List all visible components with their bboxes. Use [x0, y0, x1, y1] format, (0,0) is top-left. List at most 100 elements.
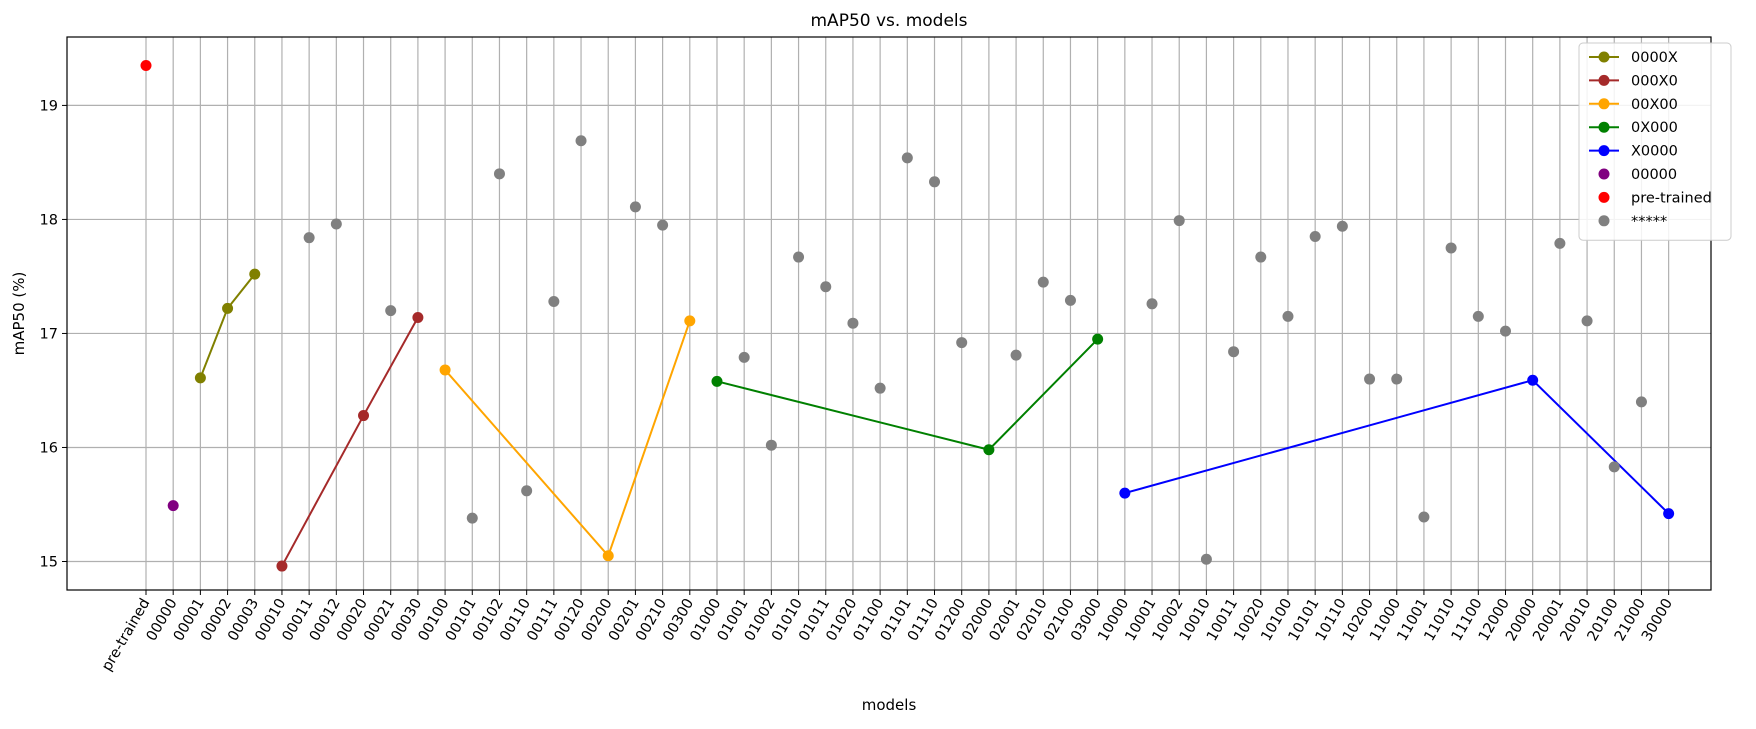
legend-label: 0000X: [1631, 50, 1678, 66]
data-point: [929, 176, 941, 188]
x-axis-label: models: [862, 696, 917, 714]
series-line: [444, 320, 691, 558]
data-point: [412, 311, 424, 323]
series-000X0: [276, 311, 424, 572]
data-point: [303, 232, 315, 244]
data-point: [466, 512, 478, 524]
data-point: [276, 560, 288, 572]
plot-frame: [66, 36, 1712, 591]
data-point: [358, 410, 370, 422]
data-point: [1228, 346, 1240, 358]
data-point: [167, 500, 179, 512]
data-point: [1472, 310, 1484, 322]
axis-layer: pre-trained00000000010000200003000100001…: [40, 98, 1677, 674]
legend-item: X0000: [1589, 144, 1678, 160]
legend-marker: [1598, 51, 1610, 63]
data-point: [1527, 374, 1539, 386]
legend-item: 00000: [1598, 167, 1677, 183]
data-point: [901, 152, 913, 164]
legend-item: pre-trained: [1598, 190, 1712, 206]
legend-marker: [1598, 98, 1610, 110]
data-point: [602, 550, 614, 562]
data-point: [1336, 220, 1348, 232]
legend-frame: [1578, 42, 1732, 241]
data-point: [439, 364, 451, 376]
data-point: [249, 268, 261, 280]
legend-item: 000X0: [1589, 73, 1678, 89]
data-point: [629, 201, 641, 213]
legend-label: 00X00: [1631, 97, 1678, 113]
y-tick-label: 16: [40, 440, 58, 456]
data-point: [820, 281, 832, 293]
data-point: [194, 372, 206, 384]
data-point: [1418, 511, 1430, 523]
legend-label: 000X0: [1631, 73, 1678, 89]
data-point: [1663, 508, 1675, 520]
legend-item: 0X000: [1589, 120, 1678, 136]
data-point: [738, 351, 750, 363]
data-point: [684, 315, 696, 327]
legend-label: X0000: [1631, 144, 1678, 160]
data-point: [1092, 333, 1104, 345]
data-point: [1282, 310, 1294, 322]
y-tick-label: 18: [40, 212, 58, 228]
data-point: [1255, 251, 1267, 263]
series-0000X: [194, 268, 261, 384]
data-point: [1173, 215, 1185, 227]
legend-label: 0X000: [1631, 120, 1678, 136]
series-00X00: [439, 315, 696, 562]
data-point: [575, 135, 587, 147]
data-point: [793, 251, 805, 263]
data-point: [847, 317, 859, 329]
data-point: [548, 296, 560, 308]
legend-marker: [1598, 168, 1610, 180]
data-point: [765, 439, 777, 451]
series-00000: [167, 500, 179, 512]
data-point: [493, 168, 505, 180]
series-*****: [303, 135, 1647, 565]
y-tick-label: 15: [40, 554, 58, 570]
legend-label: pre-trained: [1631, 190, 1712, 206]
series-0X000: [711, 333, 1104, 456]
data-point: [140, 60, 152, 72]
series-line: [281, 317, 419, 567]
data-point: [1391, 373, 1403, 385]
data-point: [983, 444, 995, 456]
legend-label: 00000: [1631, 167, 1677, 183]
legend-label: *****: [1631, 214, 1667, 230]
series-layer: [140, 60, 1675, 572]
data-point: [1200, 553, 1212, 565]
data-point: [874, 382, 886, 394]
data-point: [385, 305, 397, 317]
data-point: [657, 219, 669, 231]
series-X0000: [1119, 374, 1675, 520]
data-point: [1010, 349, 1022, 361]
data-point: [1037, 276, 1049, 288]
legend-marker: [1598, 191, 1610, 203]
data-point: [521, 485, 533, 497]
data-point: [1119, 487, 1131, 499]
data-point: [1064, 294, 1076, 306]
legend-item: 0000X: [1589, 50, 1678, 66]
data-point: [1554, 237, 1566, 249]
legend-marker: [1598, 215, 1610, 227]
series-pre-trained: [140, 60, 152, 72]
y-tick-label: 19: [40, 98, 58, 114]
legend-item: 00X00: [1589, 97, 1678, 113]
data-point: [330, 218, 342, 230]
legend-marker: [1598, 74, 1610, 86]
chart-title: mAP50 vs. models: [811, 11, 968, 31]
data-point: [1500, 325, 1511, 337]
y-tick-label: 17: [40, 326, 58, 342]
y-axis-label: mAP50 (%): [10, 272, 28, 356]
data-point: [222, 302, 234, 314]
data-point: [711, 375, 723, 387]
data-point: [1146, 298, 1158, 310]
data-point: [1608, 461, 1620, 473]
data-point: [1581, 315, 1593, 327]
legend: 0000X 000X0 00X00 0X000 X0000 00000 pre-traine…: [1578, 42, 1732, 241]
data-point: [1364, 373, 1376, 385]
legend-item: *****: [1598, 214, 1667, 230]
